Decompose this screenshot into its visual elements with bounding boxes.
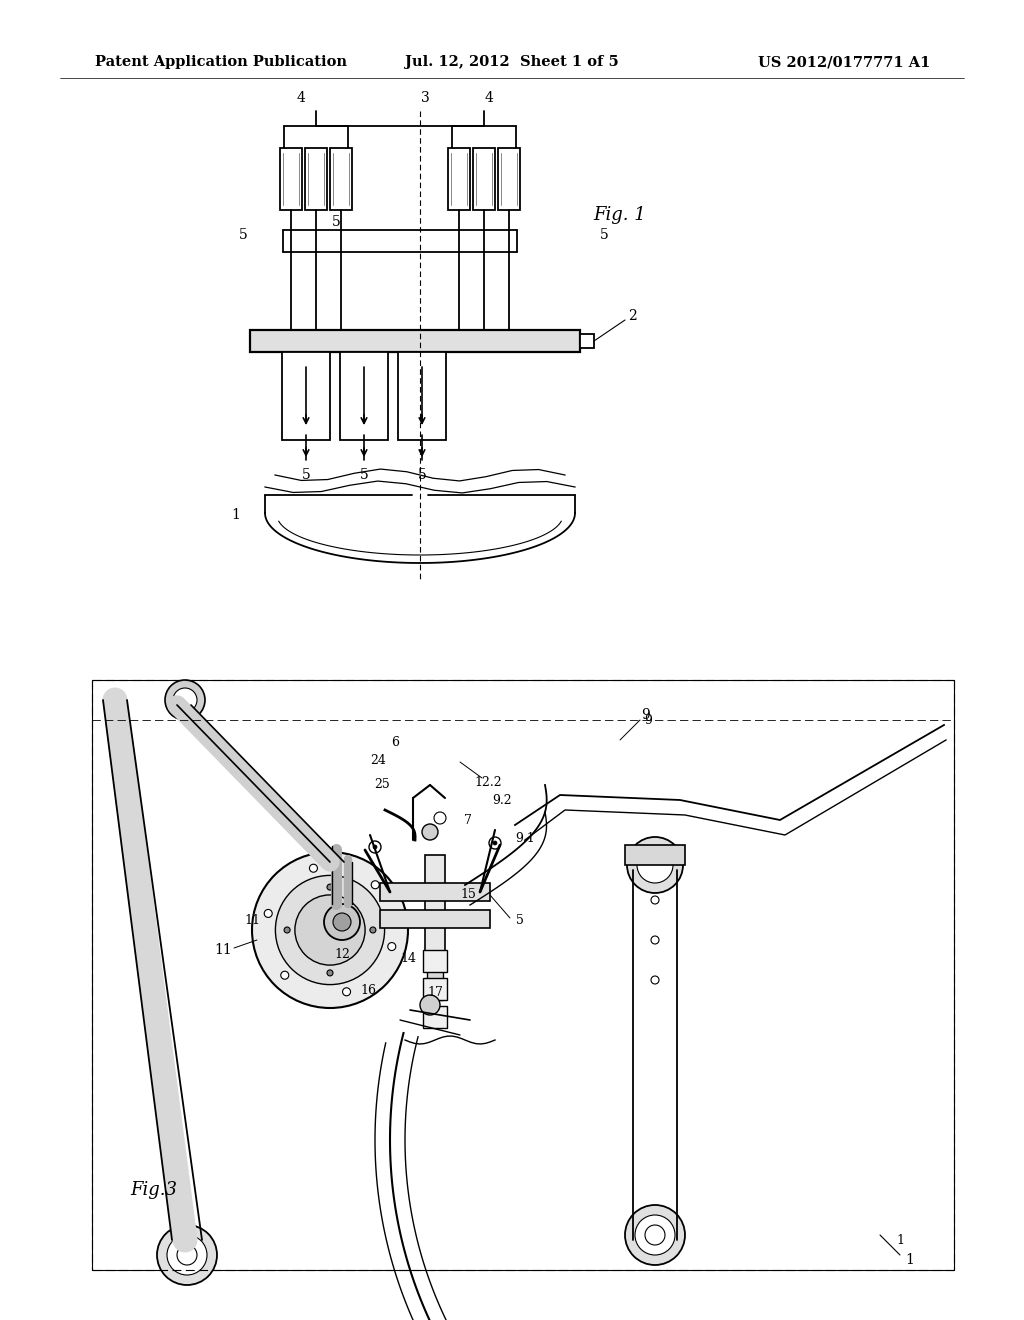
Circle shape [295,895,366,965]
Circle shape [177,1245,197,1265]
Circle shape [284,927,290,933]
Circle shape [420,995,440,1015]
Bar [280,148,302,210]
Text: 5: 5 [359,469,369,482]
Text: Patent Application Publication: Patent Application Publication [95,55,347,69]
Bar [423,978,447,1001]
Bar [380,883,490,902]
Circle shape [422,824,438,840]
Circle shape [627,837,683,894]
Text: 5: 5 [332,215,340,228]
Circle shape [327,884,333,890]
Text: Fig.3: Fig.3 [130,1181,177,1199]
Text: 9: 9 [644,714,652,726]
Text: 1: 1 [896,1233,904,1246]
Circle shape [275,875,385,985]
Circle shape [635,1214,675,1255]
Text: 7: 7 [464,813,472,826]
Text: 14: 14 [400,952,416,965]
Circle shape [651,936,659,944]
Circle shape [165,680,205,719]
Bar [625,845,685,865]
Bar [425,855,445,954]
Circle shape [252,851,408,1008]
Circle shape [369,841,381,853]
Bar [282,352,330,440]
Bar [340,352,388,440]
Bar [305,148,327,210]
Text: 4: 4 [297,91,305,106]
Circle shape [645,1225,665,1245]
Circle shape [651,975,659,983]
Text: 11: 11 [214,942,232,957]
Text: 5: 5 [302,469,310,482]
Text: US 2012/0177771 A1: US 2012/0177771 A1 [758,55,930,69]
Text: Fig. 1: Fig. 1 [594,206,646,224]
Text: 9.1: 9.1 [515,832,535,845]
Text: 12.2: 12.2 [474,776,502,788]
Circle shape [327,970,333,975]
Text: 5: 5 [240,228,248,242]
Text: 25: 25 [374,779,390,792]
Text: 5: 5 [516,913,524,927]
Circle shape [333,913,351,931]
Text: 16: 16 [360,983,376,997]
Text: 3: 3 [421,91,429,106]
Circle shape [373,845,377,849]
Text: 9.2: 9.2 [493,793,512,807]
Bar [380,909,490,928]
Text: 15: 15 [460,888,476,902]
Bar [250,330,580,352]
Text: 6: 6 [391,735,399,748]
Text: 1: 1 [905,1253,914,1267]
Text: 2: 2 [628,309,636,323]
Circle shape [167,1236,207,1275]
Circle shape [625,1205,685,1265]
Text: 4: 4 [484,91,494,106]
Bar [423,1006,447,1028]
Circle shape [173,688,197,711]
Circle shape [493,841,497,845]
Circle shape [309,865,317,873]
Circle shape [370,927,376,933]
Circle shape [343,987,350,995]
Circle shape [637,847,673,883]
Text: 12: 12 [334,949,350,961]
Bar [92,680,954,1270]
Bar [449,148,470,210]
Text: 17: 17 [427,986,443,998]
Circle shape [324,904,360,940]
Bar [498,148,520,210]
Circle shape [651,896,659,904]
Circle shape [489,837,501,849]
Circle shape [372,880,379,888]
Text: 9: 9 [641,708,649,722]
Text: 24: 24 [370,754,386,767]
Text: 5: 5 [418,469,426,482]
Bar [580,334,594,348]
Bar [473,148,495,210]
Text: 11: 11 [244,913,260,927]
Text: 5: 5 [600,228,608,242]
Bar [423,950,447,972]
Circle shape [264,909,272,917]
Text: 1: 1 [231,508,240,521]
Bar [398,352,446,440]
Circle shape [281,972,289,979]
Circle shape [434,812,446,824]
Text: Jul. 12, 2012  Sheet 1 of 5: Jul. 12, 2012 Sheet 1 of 5 [406,55,618,69]
Circle shape [157,1225,217,1284]
Bar [427,954,443,1001]
Bar [330,148,352,210]
Circle shape [388,942,396,950]
